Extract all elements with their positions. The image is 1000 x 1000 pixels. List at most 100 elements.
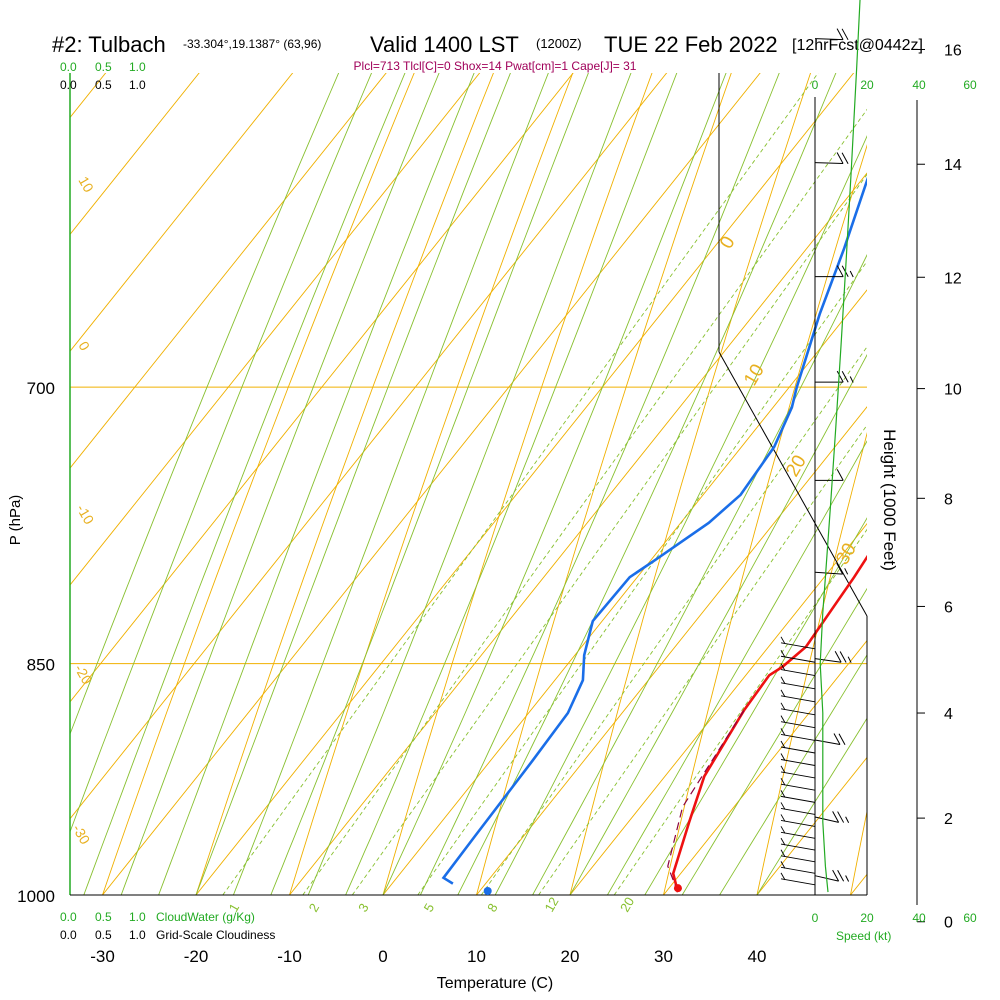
series-temperature: [671, 554, 867, 893]
barb-flag: [837, 811, 845, 823]
profiles: [441, 176, 867, 895]
wind-speed-label: Speed (kt): [836, 929, 891, 943]
barb-flag: [838, 733, 846, 745]
wind-panel: [780, 0, 861, 895]
wind-barb: [815, 370, 854, 383]
moist-adiabat: [569, 354, 867, 895]
barb-flag: [780, 765, 786, 774]
barb-staff: [780, 855, 816, 863]
wind-barb-low: [780, 861, 816, 874]
cloud-top2-0: 0.0: [60, 78, 77, 92]
wind-barb-low: [780, 650, 816, 663]
barb-staff: [780, 783, 816, 791]
wind-barb-low: [780, 715, 816, 729]
wind-barb-low: [780, 765, 816, 779]
moist-adiabat: [270, 73, 589, 895]
cloud-scales: 0.0 0.5 1.0 0.0 0.5 1.0 0.0 0.5 1.0 Clou…: [60, 60, 275, 942]
isotherm: [289, 172, 867, 895]
mixing-ratio-line: [351, 173, 867, 895]
barb-flag: [836, 562, 844, 575]
barb-flag: [833, 733, 841, 745]
barb-flag: [780, 837, 786, 846]
isotherm: [195, 73, 855, 895]
barb-flag: [836, 152, 844, 164]
moist-adiabat: [607, 440, 867, 895]
cloud-top-1: 0.5: [95, 60, 112, 74]
barb-flag: [832, 869, 840, 882]
height-axis: 02468101214161820222426283032: [916, 42, 962, 932]
isotherm: [0, 0, 934, 895]
wind-barb-low: [780, 753, 816, 766]
barb-staff: [780, 695, 816, 703]
isotherm: [70, 73, 574, 703]
barb-flag: [836, 469, 844, 481]
stability-indices: Plcl=713 Tlcl[C]=0 Shox=14 Pwat[cm]=1 Ca…: [354, 59, 637, 73]
dry-adiabat: [569, 73, 812, 895]
barb-flag: [780, 826, 786, 834]
isotherm-label: 10: [740, 361, 769, 390]
wind-barb-low: [780, 689, 816, 703]
barb-flag: [780, 663, 786, 671]
mixing-ratio-line: [613, 528, 867, 895]
y-axis-label: P (hPa): [7, 495, 24, 546]
cloud-bottom-0: 0.0: [60, 910, 77, 924]
barb-staff: [780, 733, 816, 741]
barb-staff: [780, 866, 816, 874]
wind-barb: [814, 733, 846, 746]
x-tick-label: -20: [184, 947, 209, 966]
barb-flag: [780, 802, 786, 810]
barb-flag: [780, 636, 786, 645]
moist-adiabat: [120, 73, 440, 895]
barb-staff: [814, 162, 844, 165]
wind-barb: [815, 265, 854, 278]
barb-staff: [814, 571, 843, 575]
wind-barb-low: [780, 849, 816, 863]
wspd-top-1: 20: [860, 78, 874, 92]
moist-adiabat: [307, 73, 632, 895]
isotherm: [569, 523, 867, 895]
mixing-ratio-label: 20: [617, 894, 637, 914]
surface-dewpoint-marker: [483, 887, 492, 895]
wind-barb-low: [780, 826, 816, 839]
mixing-ratio-label: 3: [355, 901, 372, 915]
barb-staff: [780, 759, 816, 766]
height-tick-label: 8: [944, 491, 953, 508]
dry-adiabat: [289, 73, 574, 895]
moist-adiabat: [419, 73, 780, 895]
barb-staff: [780, 771, 816, 779]
valid-time: Valid 1400 LST: [370, 32, 519, 57]
wspd-top-0: 0: [812, 78, 819, 92]
barb-staff: [814, 658, 842, 663]
barb-flag: [780, 777, 786, 786]
barb-staff: [780, 655, 816, 663]
cloudwater-label: CloudWater (g/Kg): [156, 910, 255, 924]
moist-adiabat: [232, 73, 549, 895]
height-tick-label: 12: [944, 270, 962, 287]
wind-barb-low: [780, 728, 816, 741]
p-tick-label: 1000: [17, 887, 55, 906]
wspd-bottom-3: 60: [963, 911, 977, 925]
header: #2: Tulbach -33.304°,19.1387° (63,96) Va…: [52, 32, 923, 73]
wind-barb: [815, 469, 844, 481]
height-tick-label: 16: [944, 42, 962, 59]
barb-flag: [780, 861, 786, 869]
mixing-ratio-label: 8: [484, 901, 501, 915]
mixing-ratio-line: [480, 346, 867, 895]
wind-barb: [814, 651, 852, 663]
barb-flag: [841, 152, 849, 164]
barb-flag: [836, 28, 844, 40]
wind-barb-low: [780, 676, 816, 690]
barb-flag: [841, 28, 849, 41]
barb-staff: [780, 819, 816, 827]
cloud-top2-2: 1.0: [129, 78, 146, 92]
isotherm: [476, 406, 867, 895]
isotherm: [756, 756, 867, 895]
wind-barb-low: [780, 702, 816, 716]
moist-adiabat: [382, 73, 727, 895]
isotherm-label: 30: [832, 540, 861, 569]
barb-flag: [780, 753, 786, 761]
barb-staff: [814, 739, 841, 746]
barb-flag: [834, 651, 842, 663]
wind-barb-low: [780, 790, 816, 803]
